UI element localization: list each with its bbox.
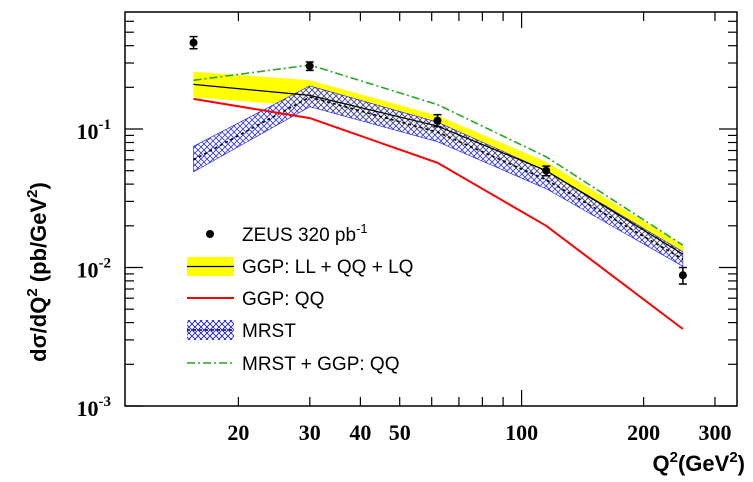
x-tick-label: 100 [505,420,538,445]
legend: ZEUS 320 pb-1 GGP: LL + QQ + LQ GGP: QQ … [187,221,413,375]
legend-item-ggp-qq: GGP: QQ [187,289,324,310]
x-axis-label: Q2(GeV2) [653,449,746,476]
ticks-layer [125,12,737,407]
x-tick-label: 40 [349,420,371,445]
legend-marker-zeus [206,230,214,238]
line-mrst [193,96,684,260]
legend-label-ggp-total: GGP: LL + QQ + LQ [242,257,413,278]
band-ggp-total [193,71,683,262]
legend-item-zeus: ZEUS 320 pb-1 [206,221,368,246]
y-tick-label: 10-1 [77,117,112,144]
x-tick-label: 200 [627,420,660,445]
plot-frame [124,11,738,407]
y-tick-label: 10-3 [77,394,112,421]
x-tick-label: 30 [299,420,321,445]
legend-label-ggp-qq: GGP: QQ [242,289,324,310]
x-tick-label: 50 [389,420,411,445]
legend-item-mrst: MRST [187,320,296,342]
data-point-0 [189,38,198,47]
legend-label-zeus: ZEUS 320 pb-1 [242,221,368,246]
legend-item-mrst-ggp: MRST + GGP: QQ [187,354,399,375]
data-point-2 [433,116,442,125]
line-mrst-ggp-qq [193,64,684,246]
data-point-1 [305,62,314,71]
bands-layer [193,71,684,267]
band-mrst [193,85,684,267]
data-point-3 [542,166,551,175]
x-tick-label: 20 [227,420,249,445]
legend-swatch-mrst [187,320,234,340]
tick-labels-layer: 20 30 40 50 100 200 300 10-3 10-2 10-1 [77,117,732,445]
y-tick-label: 10-2 [77,256,112,283]
y-axis-label: dσ/dQ2 (pb/GeV2) [24,182,51,362]
points-layer [189,35,687,285]
data-point-4 [678,271,687,280]
line-ggp-qq [193,97,684,330]
legend-label-mrst-ggp: MRST + GGP: QQ [242,354,399,375]
legend-label-mrst: MRST [242,321,296,342]
x-tick-label: 300 [699,420,732,445]
legend-item-ggp-total: GGP: LL + QQ + LQ [187,257,413,278]
